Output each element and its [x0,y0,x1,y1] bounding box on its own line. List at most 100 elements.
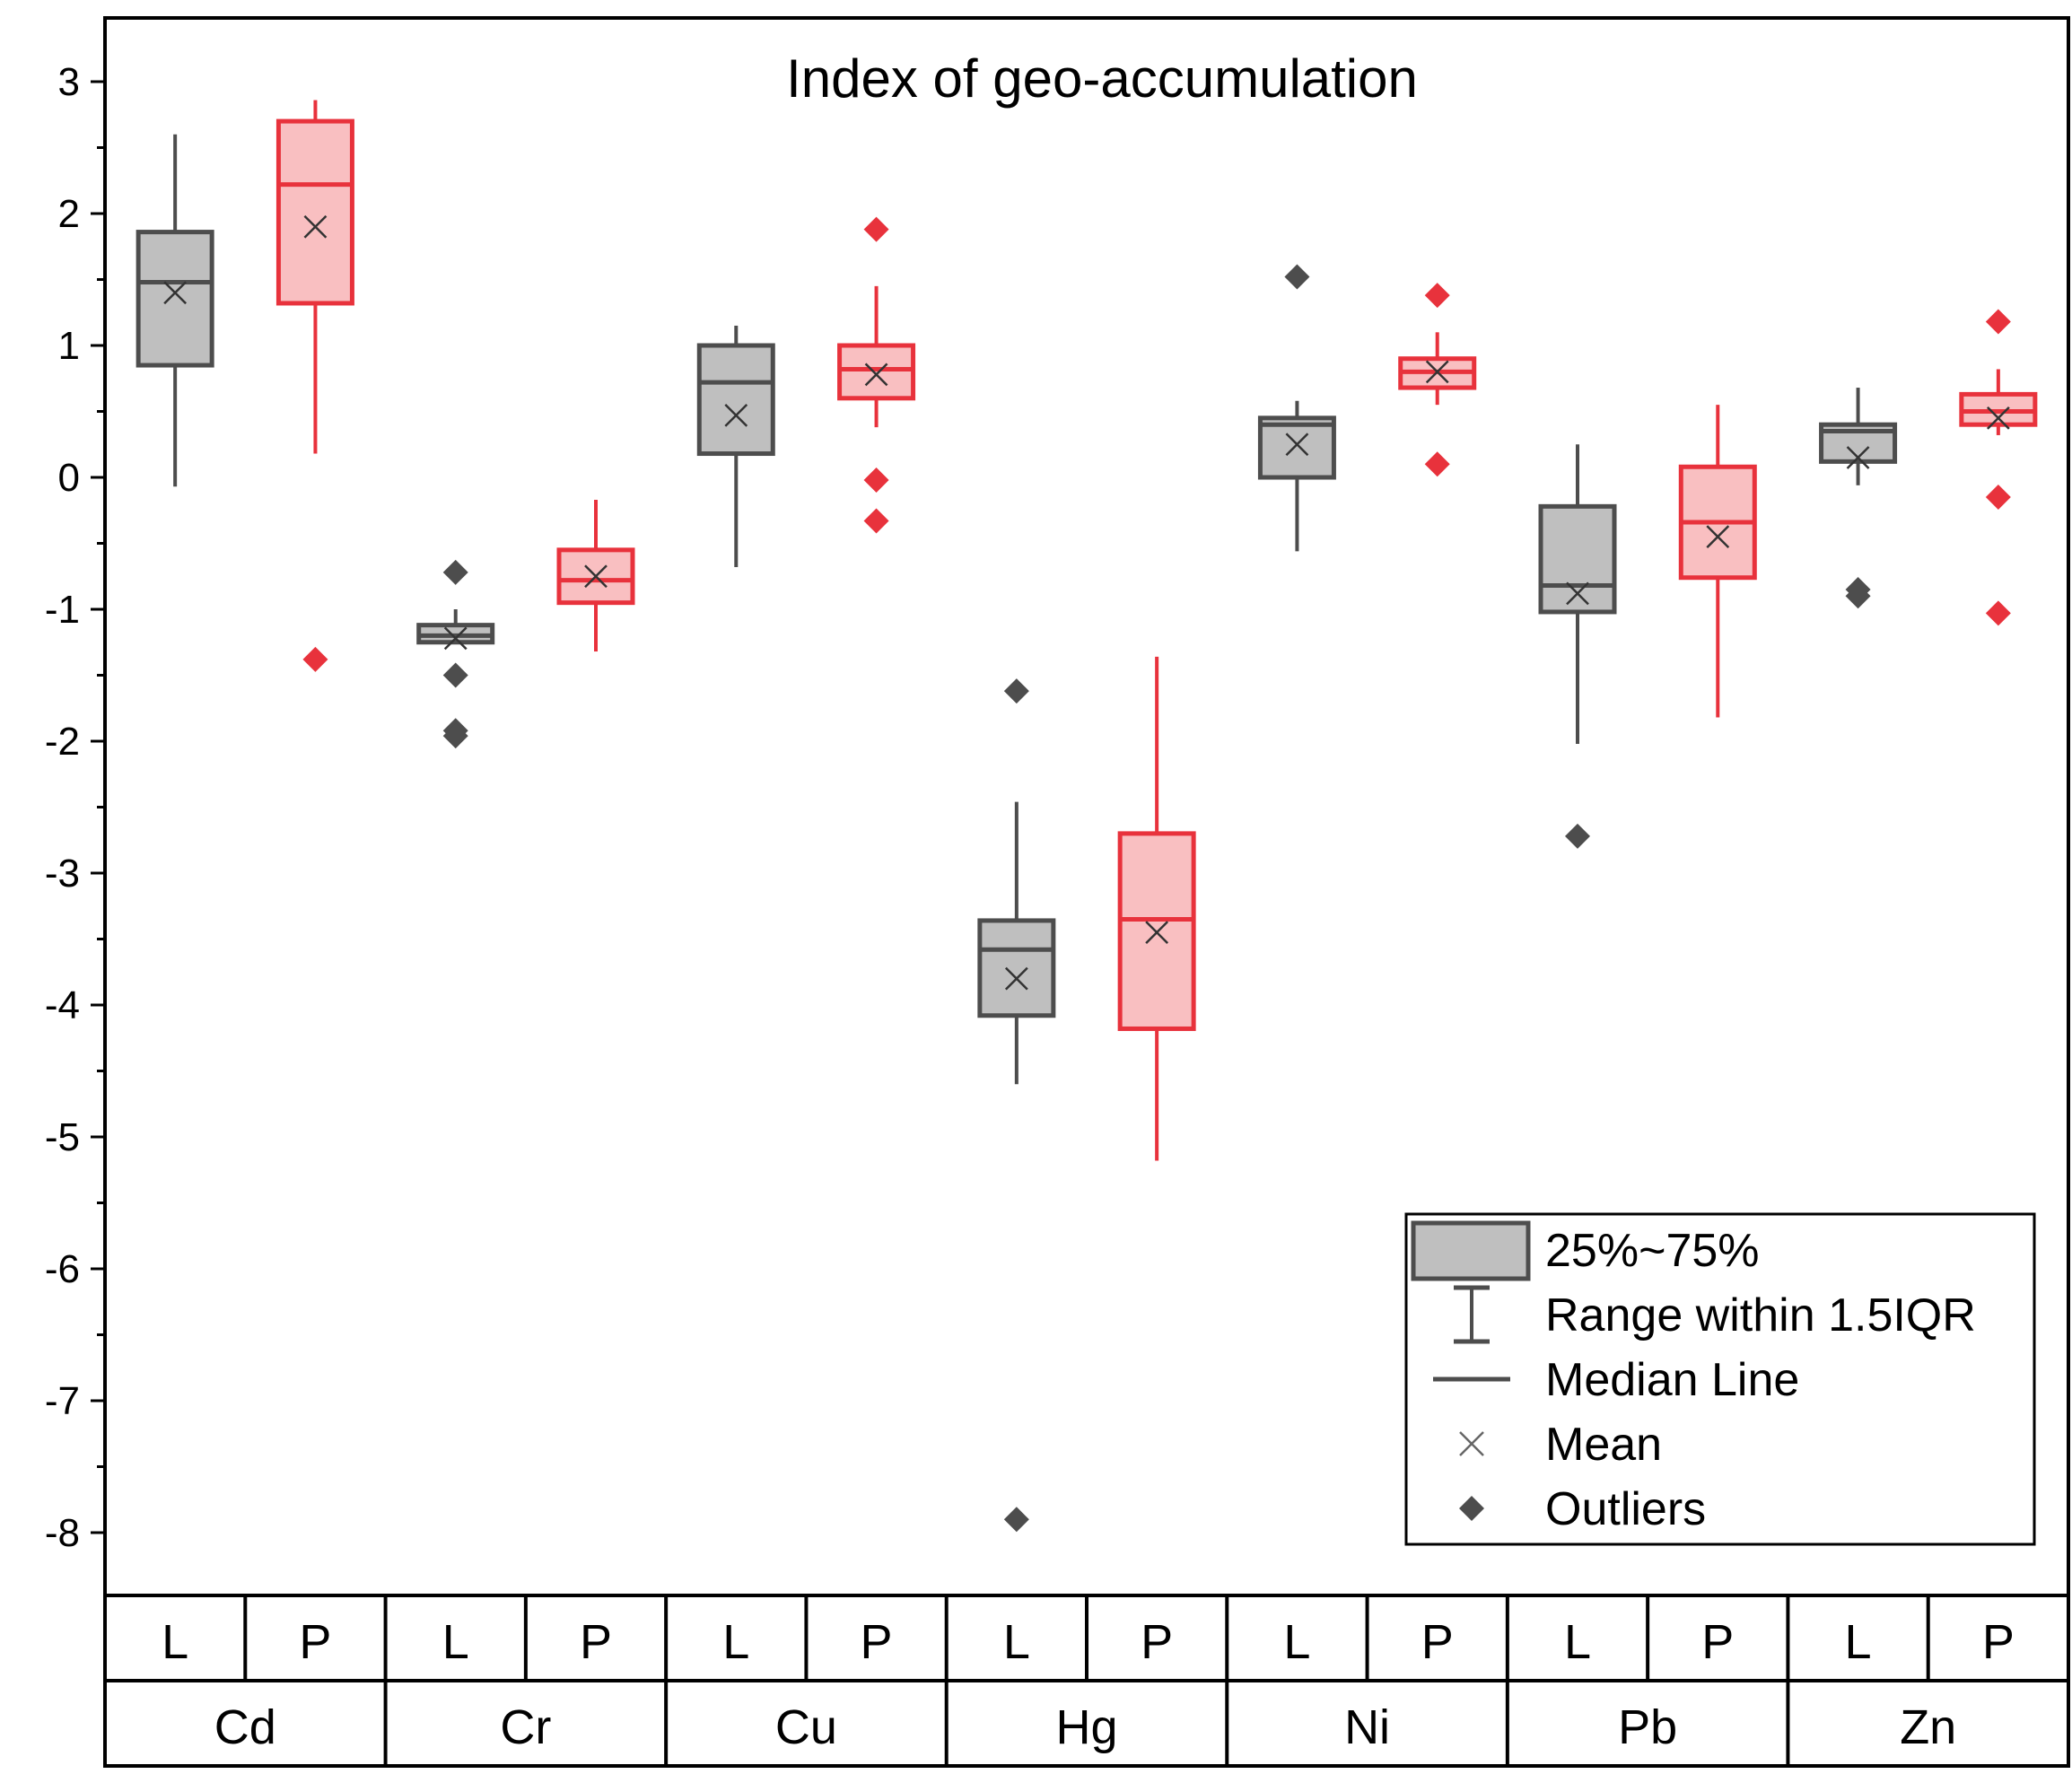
mean-marker [1285,433,1309,457]
subgroup-label: L [442,1615,469,1669]
mean-marker [864,363,888,387]
box-cd-p [275,100,354,672]
outlier-point [863,467,889,493]
outlier-point [442,723,468,749]
chart-title: Index of geo-accumulation [786,48,1418,109]
outlier-point [1985,309,2011,335]
mean-marker [724,404,748,427]
legend-mean-swatch [1459,1431,1484,1456]
box-plot-marks [136,100,2038,1533]
iqr-box [837,343,916,401]
outlier-point [1003,1507,1029,1533]
legend-label: Median Line [1545,1354,1799,1406]
y-tick-label: 2 [58,192,80,236]
x-category-table: L P Cd L P Cr L P Cu L P Hg L P Ni L P Pb L P Zn [103,1594,2070,1768]
box-hg-p [1117,656,1196,1161]
iqr-box [136,230,214,368]
legend: 25%~75% Range within 1.5IQR Median Line Mea… [1404,1212,2036,1546]
outlier-point [442,559,468,585]
subgroup-label: P [861,1615,893,1669]
iqr-box [1117,831,1196,1031]
group-label: Pb [1618,1700,1677,1754]
iqr-box [275,118,354,306]
subgroup-label: P [1421,1615,1454,1669]
y-tick-label: -4 [45,983,80,1027]
box-pb-l [1538,444,1617,849]
legend-label: Outliers [1545,1483,1706,1535]
iqr-box [1257,415,1336,480]
box-pb-p [1678,405,1757,718]
y-tick-label: -6 [45,1247,80,1291]
box-cu-l [696,325,775,567]
iqr-box [1538,503,1617,615]
mean-marker [443,626,468,651]
mean-marker [1004,966,1028,991]
outlier-point [1565,823,1590,849]
subgroup-label: P [1982,1615,2015,1669]
mean-marker [1706,525,1730,549]
legend-label: Mean [1545,1419,1662,1471]
subgroup-label: P [1701,1615,1734,1669]
y-tick-label: 0 [58,456,80,500]
mean-marker [584,564,608,589]
group-label: Hg [1055,1700,1117,1754]
subgroup-label: L [162,1615,188,1669]
box-cu-p [837,216,916,534]
mean-marker [1566,581,1589,606]
mean-marker [1986,406,2010,430]
y-tick-label: 1 [58,324,80,368]
y-tick-label: -5 [45,1115,80,1159]
subgroup-label: P [299,1615,331,1669]
group-label: Ni [1344,1700,1390,1754]
y-tick-label: -7 [45,1379,80,1423]
outlier-point [1985,485,2011,511]
outlier-point [1424,283,1450,309]
group-label: Zn [1900,1700,1956,1754]
legend-label: Range within 1.5IQR [1545,1289,1976,1341]
outlier-point [1845,583,1871,609]
mean-marker [1145,921,1169,945]
legend-box-swatch [1411,1220,1531,1281]
y-tick-label: -2 [45,720,80,764]
y-tick-label: -1 [45,588,80,632]
legend-label: 25%~75% [1545,1225,1760,1277]
mean-marker [1425,360,1449,384]
subgroup-label: L [1845,1615,1872,1669]
group-label: Cr [500,1700,551,1754]
subgroup-label: L [722,1615,749,1669]
box-cr-p [556,499,635,652]
outlier-point [1985,600,2011,626]
y-tick-label: -8 [45,1511,80,1555]
outlier-point [1424,451,1450,477]
mean-marker [303,214,328,239]
subgroup-label: L [1283,1615,1310,1669]
box-cr-l [416,559,495,749]
subgroup-label: L [1564,1615,1591,1669]
y-axis: 3 2 1 0 -1 -2 -3 -4 -5 -6 -7 -8 [45,60,105,1555]
mean-marker [163,281,188,305]
outlier-point [442,662,468,688]
y-tick-label: -3 [45,852,80,896]
box-ni-l [1257,264,1336,552]
box-ni-p [1398,283,1477,477]
outlier-point [1003,678,1029,704]
group-label: Cu [775,1700,837,1754]
legend-outlier-swatch [1459,1496,1484,1521]
box-zn-l [1819,388,1898,609]
subgroup-label: P [580,1615,612,1669]
box-cd-l [136,134,214,487]
iqr-box [696,343,775,457]
box-hg-l [977,678,1056,1533]
outlier-point [1284,264,1310,290]
outlier-point [863,216,889,242]
subgroup-label: L [1003,1615,1030,1669]
outlier-point [863,508,889,534]
y-tick-label: 3 [58,60,80,104]
mean-marker [1846,446,1870,469]
iqr-box [977,918,1056,1018]
group-label: Cd [214,1700,276,1754]
box-zn-p [1959,309,2038,626]
outlier-point [302,646,328,672]
subgroup-label: P [1141,1615,1173,1669]
